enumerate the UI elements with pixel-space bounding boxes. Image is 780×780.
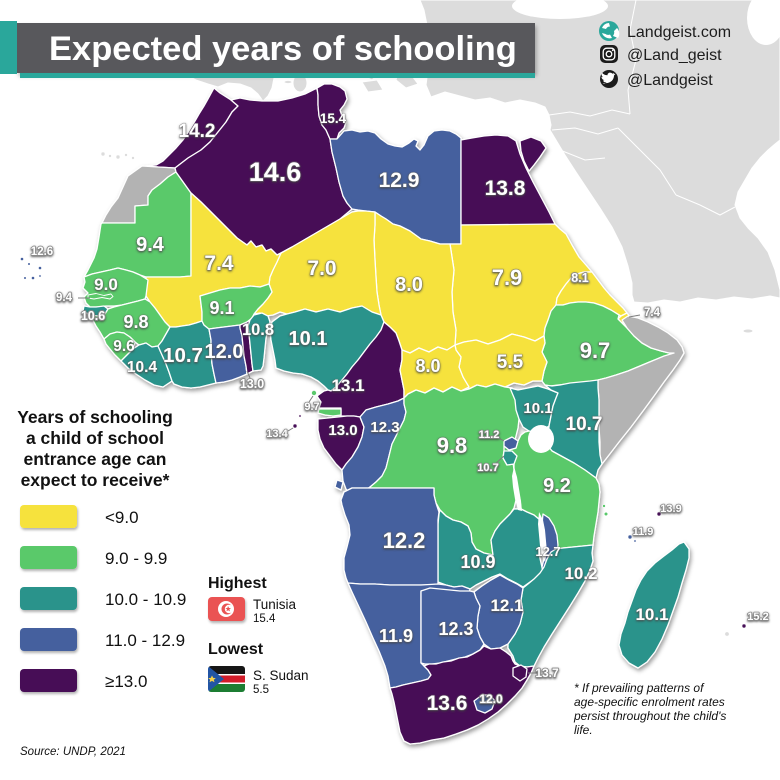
svg-text:9.4: 9.4 [136,234,165,256]
svg-text:Expected years of schooling: Expected years of schooling [49,30,517,68]
svg-text:11.9: 11.9 [633,526,654,538]
svg-text:12.9: 12.9 [379,169,420,192]
svg-text:Source: UNDP, 2021: Source: UNDP, 2021 [20,746,126,758]
svg-text:9.2: 9.2 [543,475,571,497]
svg-text:12.2: 12.2 [383,528,426,553]
svg-text:5.5: 5.5 [497,352,524,373]
svg-text:12.7: 12.7 [535,544,560,559]
svg-text:12.3: 12.3 [438,619,473,639]
svg-text:@Land_geist: @Land_geist [627,47,722,64]
svg-text:10.0 - 10.9: 10.0 - 10.9 [105,590,186,609]
svg-text:13.6: 13.6 [427,692,468,715]
svg-text:<9.0: <9.0 [105,508,139,527]
svg-text:a child of school: a child of school [26,428,164,448]
svg-text:S. Sudan: S. Sudan [253,668,309,683]
svg-text:10.7: 10.7 [566,414,603,435]
svg-text:7.4: 7.4 [644,307,661,319]
svg-text:13.0: 13.0 [240,377,264,391]
svg-text:10.6: 10.6 [81,309,105,323]
svg-text:11.2: 11.2 [479,429,500,441]
svg-text:10.1: 10.1 [635,605,668,624]
svg-text:12.0: 12.0 [205,341,244,363]
svg-text:8.0: 8.0 [415,356,440,376]
svg-text:7.0: 7.0 [307,257,336,280]
svg-text:9.1: 9.1 [209,298,234,318]
svg-text:15.2: 15.2 [747,611,768,623]
svg-text:10.1: 10.1 [289,328,328,350]
svg-text:10.1: 10.1 [523,400,552,417]
svg-text:10.4: 10.4 [127,359,158,376]
svg-text:13.8: 13.8 [485,177,526,200]
svg-text:13.9: 13.9 [660,503,681,515]
svg-text:13.1: 13.1 [331,376,364,395]
svg-text:life.: life. [574,723,593,737]
svg-text:12.6: 12.6 [31,246,53,258]
svg-text:7.4: 7.4 [204,252,234,275]
svg-text:7.9: 7.9 [492,265,523,290]
svg-text:≥13.0: ≥13.0 [105,672,147,691]
svg-text:12.1: 12.1 [490,596,523,615]
svg-text:10.8: 10.8 [242,321,274,339]
svg-text:9.0 - 9.9: 9.0 - 9.9 [105,549,167,568]
svg-text:@Landgeist: @Landgeist [627,72,713,89]
svg-text:12.3: 12.3 [370,419,399,436]
svg-text:11.9: 11.9 [379,626,413,646]
svg-text:9.7: 9.7 [580,338,611,363]
svg-text:expect to receive*: expect to receive* [21,470,170,490]
svg-text:entrance age can: entrance age can [24,449,167,469]
svg-text:8.1: 8.1 [571,271,588,285]
svg-text:Tunisia: Tunisia [253,597,297,612]
svg-text:14.2: 14.2 [179,121,216,142]
svg-text:9.8: 9.8 [123,312,148,332]
svg-text:5.5: 5.5 [253,684,269,696]
svg-text:15.4: 15.4 [320,111,347,126]
svg-text:9.6: 9.6 [113,338,135,355]
svg-text:10.9: 10.9 [460,552,495,572]
svg-text:13.7: 13.7 [535,666,559,680]
svg-text:Landgeist.com: Landgeist.com [627,24,731,41]
svg-text:14.6: 14.6 [249,157,302,187]
svg-text:* If prevailing patterns of: * If prevailing patterns of [574,681,705,695]
svg-text:age-specific enrolment rates: age-specific enrolment rates [574,695,725,709]
svg-text:11.0 - 12.9: 11.0 - 12.9 [105,631,185,650]
svg-text:13.0: 13.0 [328,422,357,439]
svg-text:persist throughout the child's: persist throughout the child's [573,709,726,723]
svg-text:10.7: 10.7 [477,462,498,474]
svg-text:9.4: 9.4 [56,292,73,304]
svg-text:9.0: 9.0 [94,275,118,294]
svg-text:10.2: 10.2 [564,564,597,583]
svg-text:Years of schooling: Years of schooling [17,407,173,427]
svg-text:10.7: 10.7 [163,344,203,367]
svg-text:9.8: 9.8 [437,433,468,458]
svg-text:Highest: Highest [208,575,267,592]
svg-text:Lowest: Lowest [208,641,264,658]
svg-text:15.4: 15.4 [253,613,276,625]
svg-text:8.0: 8.0 [395,274,423,296]
svg-text:9.7: 9.7 [304,401,319,413]
svg-text:13.4: 13.4 [266,428,288,440]
svg-text:12.0: 12.0 [479,692,503,706]
